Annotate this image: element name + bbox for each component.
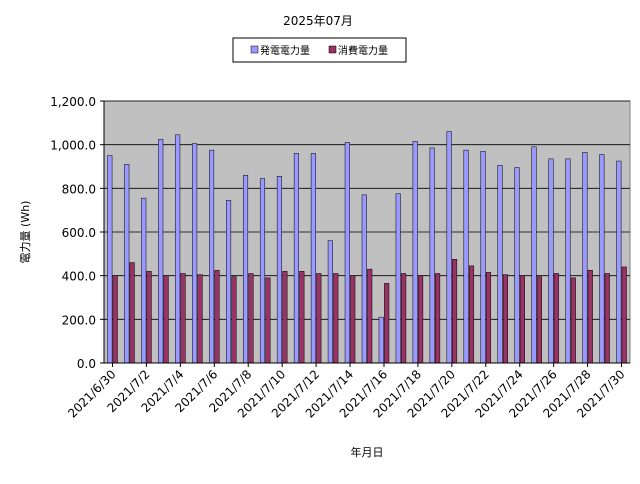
bar-generation — [616, 160, 622, 364]
bar-generation — [192, 143, 198, 364]
bar-consumption — [519, 275, 525, 364]
bar-generation — [361, 194, 367, 364]
bar-generation — [412, 141, 418, 364]
bar-consumption — [468, 265, 475, 364]
bar-generation — [599, 154, 605, 364]
bar-consumption — [401, 273, 407, 364]
bar-generation — [327, 240, 333, 364]
bar-consumption — [180, 273, 186, 364]
bar-generation — [565, 158, 571, 364]
bar-generation — [344, 142, 350, 364]
bar-consumption — [112, 275, 118, 364]
bar-generation — [124, 164, 130, 364]
bar-consumption — [553, 273, 559, 364]
bar-consumption — [231, 276, 237, 364]
bar-consumption — [485, 272, 492, 364]
bar-generation — [293, 153, 299, 364]
bar-generation — [276, 176, 283, 364]
bar-consumption — [163, 275, 169, 364]
bar-generation — [582, 152, 588, 364]
bar-consumption — [333, 273, 339, 364]
y-tick-label: 400.0 — [62, 270, 96, 284]
bar-generation — [209, 149, 215, 364]
y-tick-label: 0.0 — [77, 357, 96, 371]
bar-consumption — [502, 274, 508, 364]
legend-swatch-generation — [250, 45, 259, 54]
bar-consumption — [570, 277, 576, 364]
bar-consumption — [435, 273, 441, 364]
bar-consumption — [265, 277, 271, 364]
bar-generation — [446, 131, 452, 364]
bar-generation — [141, 197, 147, 364]
bar-consumption — [350, 275, 356, 364]
y-tick-label: 200.0 — [62, 313, 96, 327]
bar-generation — [226, 200, 232, 364]
bar-consumption — [282, 271, 288, 364]
bar-generation — [480, 150, 486, 364]
bar-consumption — [248, 273, 254, 364]
bar-generation — [514, 167, 520, 364]
bar-consumption — [587, 269, 593, 364]
bar-generation — [531, 146, 537, 364]
bar-generation — [107, 155, 113, 364]
legend-label-generation: 発電電力量 — [260, 44, 310, 57]
bar-generation — [158, 138, 164, 364]
bar-consumption — [316, 273, 322, 364]
y-tick-label: 600.0 — [62, 226, 96, 240]
bar-consumption — [536, 276, 542, 364]
y-tick-label: 1,000.0 — [50, 139, 96, 153]
legend-swatch-consumption — [328, 45, 337, 54]
bar-consumption — [299, 271, 305, 364]
bar-consumption — [418, 275, 424, 364]
y-tick-label: 800.0 — [62, 182, 96, 196]
bar-generation — [378, 316, 384, 364]
bar-consumption — [214, 269, 220, 364]
legend-label-consumption: 消費電力量 — [338, 44, 388, 57]
bar-generation — [548, 158, 554, 364]
x-axis-label: 年月日 — [351, 445, 384, 459]
bar-generation — [497, 165, 503, 364]
bar-consumption — [197, 274, 203, 364]
bar-generation — [310, 153, 316, 364]
bar-generation — [395, 193, 401, 364]
chart-title: 2025年07月 — [283, 14, 353, 28]
bar-generation — [175, 134, 181, 364]
bar-consumption — [129, 262, 135, 364]
bar-consumption — [451, 259, 458, 364]
legend-box — [232, 37, 407, 63]
bar-generation — [463, 149, 469, 364]
gridlines — [104, 100, 630, 320]
y-axis-label: 電力量 (Wh) — [19, 201, 32, 264]
bar-generation — [259, 178, 266, 364]
bar-generation — [242, 174, 249, 364]
y-tick-label: 1,200.0 — [50, 95, 96, 109]
bar-consumption — [367, 268, 373, 364]
bar-generation — [429, 147, 435, 364]
legend: 発電電力量 消費電力量 — [232, 37, 407, 63]
bar-consumption — [604, 273, 610, 364]
y-tick-labels: 0.0 200.0 400.0 600.0 800.0 1,000.0 1,200.0 — [50, 95, 104, 371]
bar-consumption — [621, 266, 627, 364]
x-tick-labels: 2021/6/302021/7/22021/7/42021/7/62021/7/… — [65, 363, 628, 421]
bar-consumption — [146, 271, 152, 364]
bar-consumption — [384, 283, 390, 364]
